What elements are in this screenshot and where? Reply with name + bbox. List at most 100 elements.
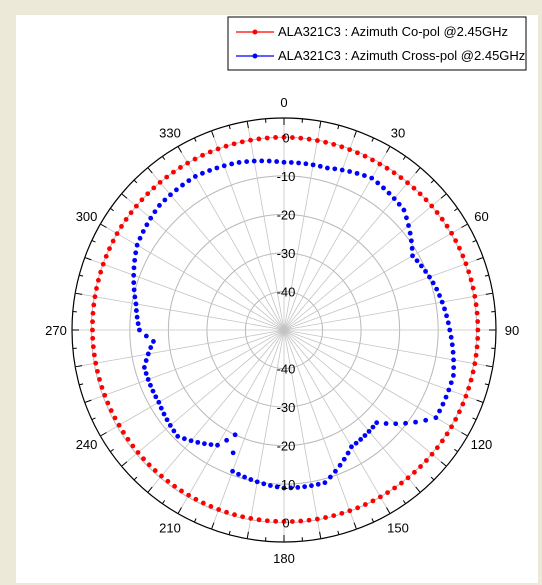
data-point — [386, 190, 392, 196]
data-point — [409, 245, 415, 251]
data-point — [180, 182, 185, 188]
angle-tick — [440, 193, 447, 199]
data-point — [405, 475, 411, 481]
data-point — [216, 507, 222, 512]
data-point — [410, 253, 415, 259]
legend: ALA321C3 : Azimuth Co-pol @2.45GHz ALA32… — [227, 16, 527, 71]
data-point — [331, 141, 337, 147]
data-point — [141, 456, 146, 462]
data-point — [157, 179, 163, 185]
angle-tick — [79, 383, 84, 386]
data-point — [370, 424, 376, 430]
data-point — [401, 207, 407, 213]
data-point — [215, 146, 221, 152]
data-point — [404, 215, 409, 221]
data-point — [310, 162, 316, 168]
data-point — [244, 159, 250, 164]
grid-spoke — [84, 257, 285, 331]
data-point — [448, 334, 454, 340]
radial-tick-label: 0 — [282, 516, 289, 531]
grid-spoke — [283, 193, 447, 331]
angle-tick — [110, 448, 114, 453]
data-point — [273, 518, 279, 524]
data-point — [171, 169, 176, 175]
data-point — [332, 166, 338, 172]
data-point — [468, 277, 474, 283]
data-point — [164, 174, 170, 180]
data-point — [468, 377, 474, 383]
data-point — [146, 462, 152, 468]
data-point — [429, 203, 435, 209]
data-point — [239, 139, 245, 145]
data-point — [466, 269, 472, 275]
grid-spoke — [283, 130, 357, 331]
angle-tick-label: 90 — [505, 323, 519, 338]
data-point — [457, 245, 462, 251]
data-point — [152, 209, 158, 215]
data-point — [366, 428, 372, 434]
angle-tick — [246, 531, 249, 539]
grid-spoke — [121, 193, 285, 331]
angle-tick — [133, 476, 138, 481]
data-point — [391, 196, 397, 202]
data-point — [354, 170, 360, 176]
data-point — [353, 440, 359, 446]
data-point — [103, 253, 109, 259]
data-point — [450, 349, 456, 355]
angle-tick — [91, 239, 96, 243]
data-point — [131, 287, 137, 293]
angle-tick — [133, 179, 138, 184]
angle-tick — [228, 125, 231, 130]
data-point — [347, 147, 353, 153]
data-point — [200, 152, 205, 158]
series-1 — [131, 158, 457, 491]
data-point — [448, 380, 454, 386]
data-point — [133, 301, 139, 307]
data-point — [369, 175, 375, 181]
radial-tick-label: -40 — [277, 284, 296, 299]
angle-tick — [353, 130, 357, 138]
data-point — [403, 420, 408, 426]
angle-tick-label: 330 — [159, 126, 181, 141]
grid-spoke — [177, 329, 285, 514]
data-point — [429, 451, 435, 457]
data-point — [105, 400, 111, 406]
data-point — [273, 135, 278, 140]
angle-tick — [121, 193, 128, 199]
data-point — [193, 496, 199, 502]
data-point — [442, 306, 447, 312]
data-point — [248, 477, 254, 482]
grid-spoke — [75, 329, 285, 368]
grid-spoke — [283, 121, 322, 331]
data-point — [171, 428, 177, 434]
data-point — [472, 361, 478, 367]
angle-tick — [386, 507, 391, 514]
data-point — [153, 394, 159, 400]
data-point — [90, 319, 95, 325]
data-point — [114, 231, 120, 237]
data-point — [93, 360, 99, 366]
data-point — [451, 365, 457, 371]
data-point — [214, 165, 220, 171]
angle-tick — [402, 156, 407, 160]
data-point — [248, 516, 254, 521]
data-point — [317, 163, 323, 169]
data-point — [463, 393, 469, 399]
data-point — [174, 187, 179, 193]
angle-tick — [415, 167, 421, 174]
data-point — [399, 480, 404, 486]
data-point — [274, 484, 280, 490]
angle-tick — [402, 500, 407, 504]
data-point — [143, 371, 149, 376]
angle-tick — [430, 476, 435, 481]
data-point — [430, 280, 436, 286]
data-point — [446, 387, 452, 393]
data-point — [347, 169, 353, 174]
angle-tick — [337, 125, 340, 130]
data-point — [186, 178, 192, 184]
data-point — [418, 464, 423, 469]
angle-tick-label: 240 — [76, 437, 98, 452]
data-point — [207, 149, 213, 155]
data-point — [230, 468, 235, 474]
data-point — [95, 368, 100, 374]
